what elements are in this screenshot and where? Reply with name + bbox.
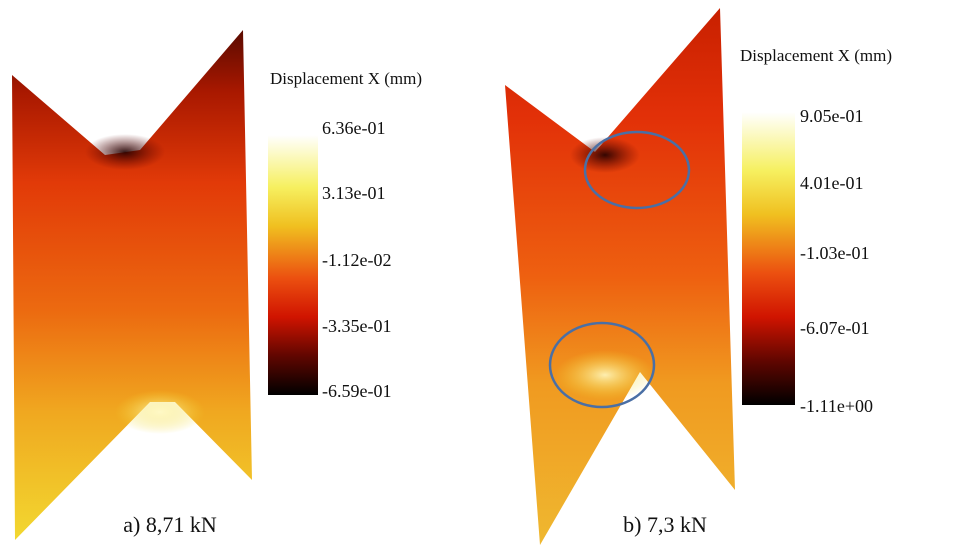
colorbar-label: -6.07e-01 [800,318,869,338]
hot-spot [115,390,205,434]
highlight-ellipse [583,130,691,210]
colorbar-label: -1.03e-01 [800,243,869,263]
colorbar-title: Displacement X (mm) [740,46,892,65]
dark-spot [570,137,640,173]
colorbar-label: 3.13e-01 [322,183,385,203]
specimen [12,30,252,540]
colorbar-title: Displacement X (mm) [270,69,422,88]
colorbar-label: 6.36e-01 [322,118,385,138]
caption: b) 7,3 kN [623,512,707,537]
highlight-ellipse [548,321,656,409]
colorbar [268,135,318,395]
specimen [505,8,735,545]
colorbar [742,112,795,405]
dark-spot [85,134,165,170]
colorbar-label: -6.59e-01 [322,381,391,401]
colorbar-label: -1.11e+00 [800,396,873,416]
colorbar-label: -3.35e-01 [322,316,391,336]
colorbar-label: 9.05e-01 [800,106,863,126]
panel-b: Displacement X (mm) 9.05e-01 4.01e-01 -1… [505,8,892,545]
caption: a) 8,71 kN [123,512,217,537]
hot-spot [555,350,655,400]
colorbar-label: 4.01e-01 [800,173,863,193]
colorbar-label: -1.12e-02 [322,250,391,270]
panel-a: Displacement X (mm) 6.36e-01 3.13e-01 -1… [12,30,422,540]
